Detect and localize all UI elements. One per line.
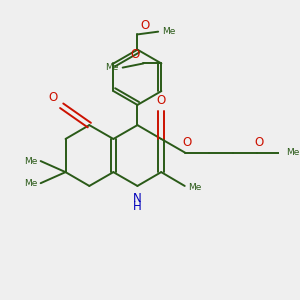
Text: O: O <box>254 136 263 148</box>
Text: O: O <box>157 94 166 107</box>
Text: O: O <box>141 19 150 32</box>
Text: O: O <box>182 136 191 148</box>
Text: H: H <box>133 200 142 213</box>
Text: O: O <box>48 92 58 104</box>
Text: Me: Me <box>24 157 37 166</box>
Text: N: N <box>133 192 142 205</box>
Text: Me: Me <box>188 183 201 192</box>
Text: Me: Me <box>105 63 119 72</box>
Text: Me: Me <box>286 148 299 157</box>
Text: Me: Me <box>24 179 37 188</box>
Text: O: O <box>130 48 139 61</box>
Text: Me: Me <box>162 27 176 36</box>
